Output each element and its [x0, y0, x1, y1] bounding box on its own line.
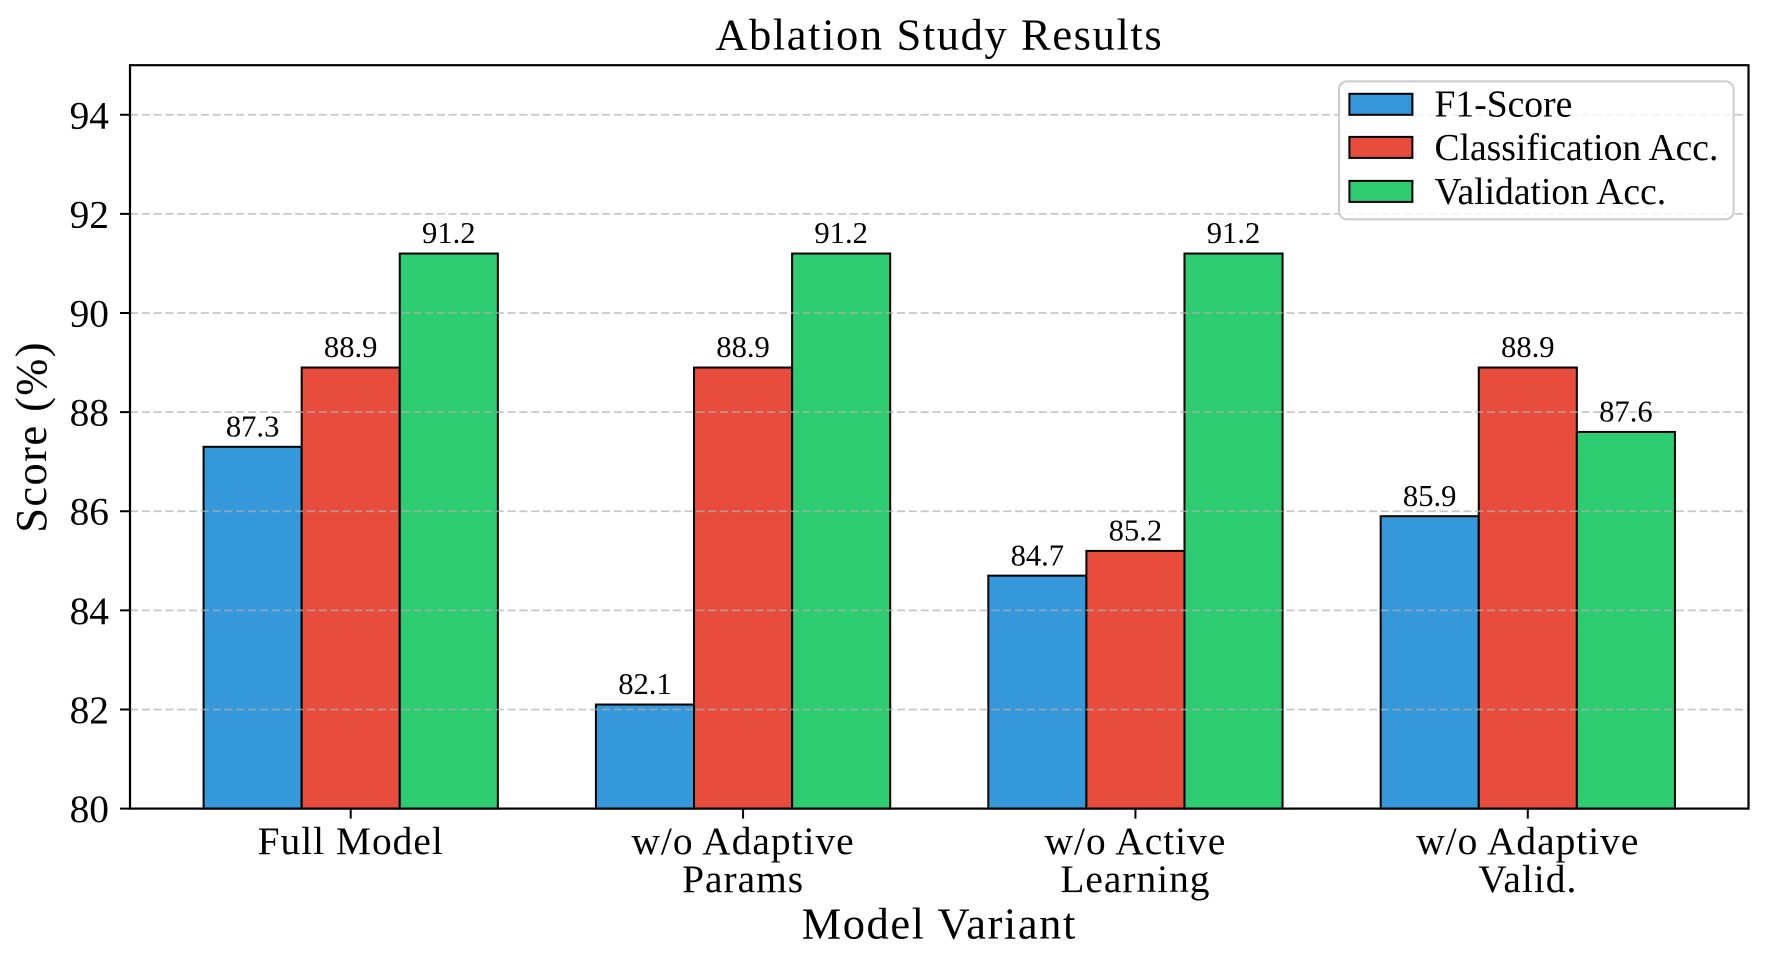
svg-text:Valid.: Valid.	[1478, 857, 1577, 901]
svg-text:91.2: 91.2	[422, 216, 476, 250]
svg-text:w/o Adaptive: w/o Adaptive	[1416, 819, 1639, 863]
svg-text:94: 94	[70, 93, 110, 137]
svg-text:F1-Score: F1-Score	[1435, 85, 1573, 126]
svg-text:80: 80	[70, 787, 109, 831]
svg-text:84: 84	[70, 589, 110, 633]
svg-text:Classification Acc.: Classification Acc.	[1435, 128, 1719, 169]
svg-text:88: 88	[70, 391, 109, 435]
svg-text:88.9: 88.9	[1501, 330, 1555, 364]
svg-text:88.9: 88.9	[324, 330, 378, 364]
svg-text:Validation Acc.: Validation Acc.	[1435, 172, 1667, 213]
svg-text:91.2: 91.2	[814, 216, 868, 250]
svg-text:88.9: 88.9	[716, 330, 770, 364]
svg-text:82: 82	[70, 688, 109, 732]
svg-text:w/o Adaptive: w/o Adaptive	[631, 819, 854, 863]
svg-text:90: 90	[70, 292, 109, 336]
svg-text:Ablation Study Results: Ablation Study Results	[715, 10, 1163, 60]
svg-text:85.9: 85.9	[1403, 479, 1457, 513]
svg-text:92: 92	[70, 192, 109, 236]
svg-text:82.1: 82.1	[618, 667, 672, 701]
svg-text:Model Variant: Model Variant	[802, 898, 1077, 948]
svg-text:85.2: 85.2	[1109, 513, 1163, 547]
svg-text:Full Model: Full Model	[258, 819, 444, 863]
svg-text:84.7: 84.7	[1011, 538, 1065, 572]
svg-text:87.6: 87.6	[1599, 395, 1653, 429]
svg-text:Learning: Learning	[1060, 857, 1210, 901]
svg-text:Score (%): Score (%)	[6, 341, 56, 533]
svg-text:87.3: 87.3	[226, 409, 280, 443]
svg-text:Params: Params	[682, 857, 804, 901]
svg-text:w/o Active: w/o Active	[1045, 819, 1227, 863]
svg-text:86: 86	[70, 490, 109, 534]
svg-text:91.2: 91.2	[1207, 216, 1261, 250]
